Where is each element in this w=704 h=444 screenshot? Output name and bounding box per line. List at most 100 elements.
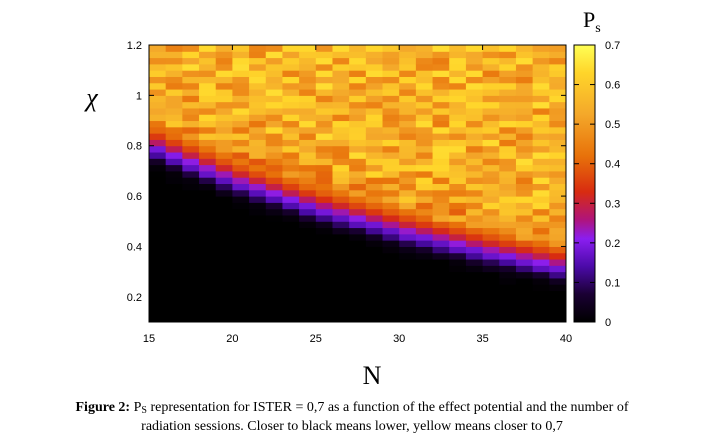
heatmap-cell	[149, 164, 167, 172]
heatmap-cell	[349, 277, 367, 285]
heatmap-cell	[499, 208, 517, 216]
heatmap-cell	[232, 271, 250, 279]
heatmap-cell	[415, 139, 434, 147]
heatmap-cell	[549, 290, 567, 298]
heatmap-cell	[499, 252, 517, 260]
heatmap-cell	[149, 45, 167, 52]
heatmap-cell	[182, 284, 200, 292]
heatmap-cell	[332, 45, 350, 52]
heatmap-cell	[499, 70, 517, 77]
heatmap-cell	[282, 70, 300, 77]
heatmap-cell	[182, 303, 200, 310]
heatmap-cell	[182, 189, 200, 197]
heatmap-cell	[482, 57, 500, 65]
heatmap-cell	[332, 57, 350, 65]
heatmap-cell	[532, 95, 550, 103]
heatmap-cell	[365, 126, 384, 134]
heatmap-cell	[499, 57, 517, 65]
heatmap-cell	[399, 63, 417, 71]
heatmap-cell	[249, 227, 267, 235]
heatmap-cell	[365, 70, 384, 77]
heatmap-cell	[532, 114, 550, 122]
heatmap-cell	[265, 284, 283, 292]
heatmap-cell	[382, 189, 400, 197]
y-tick-label: 1	[136, 90, 142, 102]
heatmap-cell	[449, 303, 467, 310]
heatmap-cell	[349, 164, 367, 172]
heatmap-cell	[482, 145, 500, 153]
heatmap-cell	[249, 189, 267, 197]
heatmap-cell	[215, 170, 233, 178]
heatmap-cell	[465, 259, 484, 266]
heatmap-cell	[265, 57, 283, 65]
heatmap-cell	[165, 89, 183, 96]
heatmap-cell	[249, 158, 267, 166]
heatmap-cell	[499, 240, 517, 247]
heatmap-cell	[265, 296, 283, 304]
heatmap-cell	[232, 95, 250, 103]
heatmap-cell	[449, 152, 467, 159]
heatmap-cell	[415, 315, 434, 323]
heatmap-cell	[532, 196, 550, 203]
heatmap-cell	[482, 252, 500, 260]
heatmap-cell	[499, 63, 517, 71]
heatmap-cell	[149, 82, 167, 90]
heatmap-cell	[449, 45, 467, 52]
heatmap-cell	[165, 221, 183, 229]
heatmap-cell	[449, 246, 467, 254]
heatmap-cell	[532, 296, 550, 304]
heatmap-cell	[299, 265, 317, 273]
heatmap-cell	[399, 152, 417, 159]
heatmap-cell	[499, 158, 517, 166]
heatmap-cell	[199, 290, 217, 298]
heatmap-cell	[249, 82, 267, 90]
heatmap-cell	[349, 177, 367, 184]
heatmap-cell	[515, 189, 534, 197]
heatmap-cell	[182, 101, 200, 109]
heatmap-cell	[215, 252, 233, 260]
heatmap-cell	[165, 158, 183, 166]
heatmap-cell	[382, 259, 400, 266]
heatmap-cell	[432, 107, 450, 115]
heatmap-cell	[365, 246, 384, 254]
heatmap-cell	[299, 164, 317, 172]
heatmap-cell	[465, 309, 484, 317]
heatmap-cell	[499, 164, 517, 172]
heatmap-cell	[349, 265, 367, 273]
heatmap-cell	[515, 133, 534, 140]
heatmap-cell	[332, 89, 350, 96]
heatmap-cell	[282, 107, 300, 115]
heatmap-cell	[515, 309, 534, 317]
heatmap-cell	[415, 277, 434, 285]
heatmap-cell	[249, 101, 267, 109]
heatmap-cell	[482, 133, 500, 140]
heatmap-cell	[399, 208, 417, 216]
heatmap-cell	[365, 290, 384, 298]
heatmap-cell	[332, 189, 350, 197]
heatmap-cell	[265, 152, 283, 159]
heatmap-cell	[365, 51, 384, 59]
heatmap-cell	[149, 189, 167, 197]
heatmap-cell	[182, 51, 200, 59]
heatmap-cell	[515, 170, 534, 178]
heatmap-cell	[165, 189, 183, 197]
colorbar-label: Ps	[583, 7, 601, 36]
heatmap-cell	[499, 315, 517, 323]
heatmap-cell	[182, 45, 200, 52]
heatmap-cell	[332, 82, 350, 90]
heatmap-cell	[415, 158, 434, 166]
heatmap-cell	[282, 82, 300, 90]
heatmap-cell	[215, 309, 233, 317]
heatmap-cell	[499, 196, 517, 203]
heatmap-cell	[465, 107, 484, 115]
heatmap-cell	[482, 309, 500, 317]
heatmap-cell	[449, 233, 467, 241]
figure-caption: Figure 2: PS representation for ISTER = …	[0, 398, 704, 436]
heatmap-cell	[215, 89, 233, 96]
heatmap-cell	[299, 120, 317, 128]
heatmap-cell	[282, 196, 300, 203]
heatmap-cell	[282, 139, 300, 147]
heatmap-cell	[449, 51, 467, 59]
heatmap-cell	[265, 227, 283, 235]
heatmap-cell	[432, 240, 450, 247]
